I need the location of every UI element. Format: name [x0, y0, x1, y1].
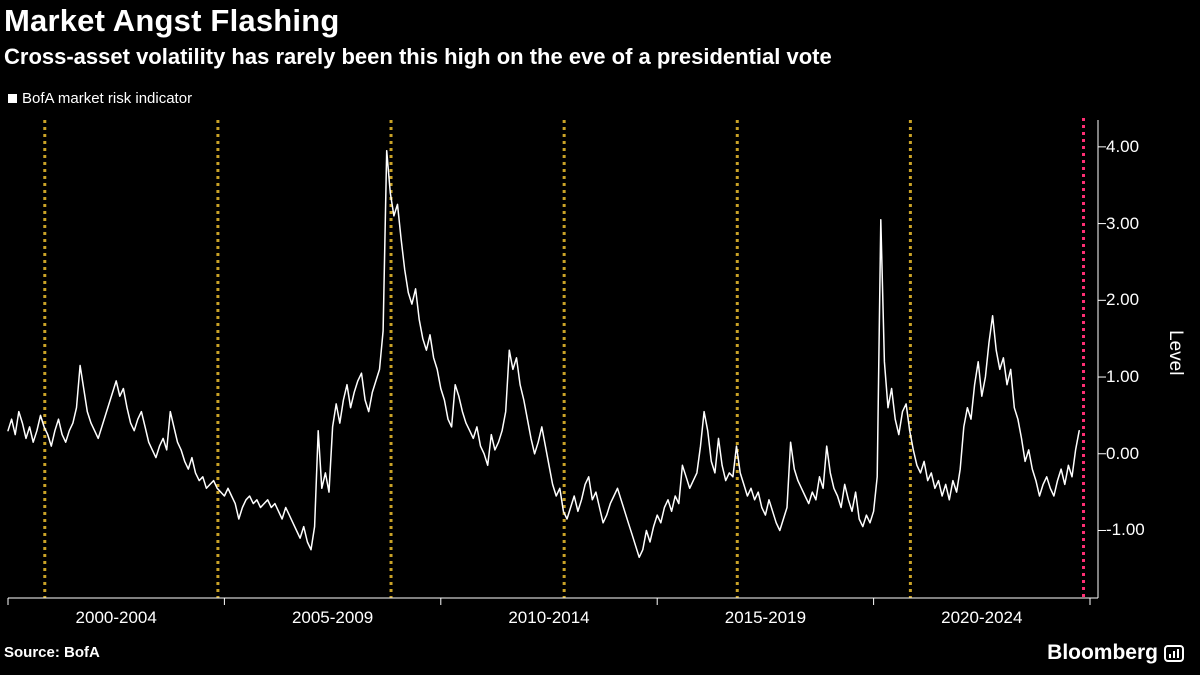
y-axis-title: Level	[1165, 330, 1186, 376]
y-tick-label: 1.00	[1106, 367, 1140, 387]
legend-marker-icon	[8, 94, 17, 103]
y-tick-label: 4.00	[1106, 136, 1140, 156]
bloomberg-logo: Bloomberg	[1047, 641, 1184, 665]
chart-title: Market Angst Flashing	[4, 3, 340, 38]
y-tick-label: 0.00	[1106, 443, 1140, 463]
y-tick-label: 3.00	[1106, 213, 1140, 233]
risk-indicator-line	[7, 149, 1080, 559]
x-period-label: 2015-2019	[724, 608, 807, 627]
y-tick-label: -1.00	[1106, 520, 1145, 540]
y-tick-label: 2.00	[1106, 290, 1140, 310]
bloomberg-logo-text: Bloomberg	[1047, 641, 1158, 664]
legend: BofA market risk indicator	[8, 90, 192, 107]
x-period-label: 2020-2024	[941, 608, 1023, 627]
chart-subtitle: Cross-asset volatility has rarely been t…	[4, 44, 832, 69]
bloomberg-logo-icon	[1164, 644, 1184, 662]
source-note: Source: BofA	[4, 644, 100, 661]
x-period-label: 2005-2009	[291, 608, 374, 627]
x-period-label: 2000-2004	[75, 608, 157, 627]
legend-label: BofA market risk indicator	[22, 90, 193, 107]
x-period-label: 2010-2014	[508, 608, 590, 627]
